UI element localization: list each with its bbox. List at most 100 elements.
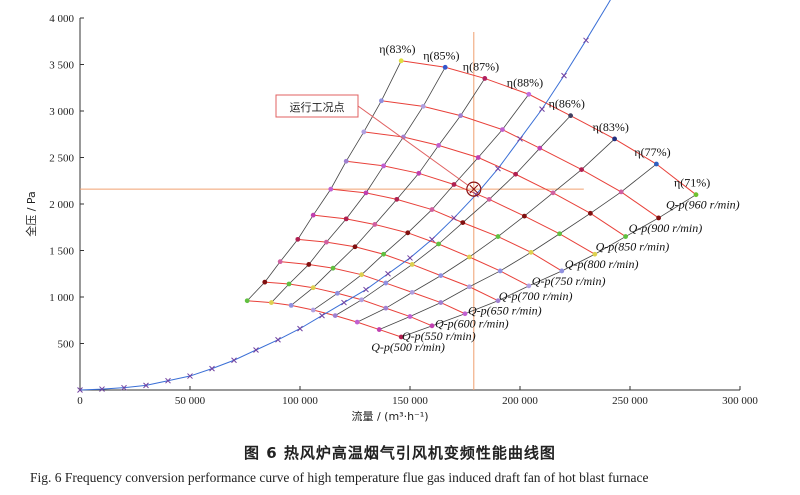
qp-marker xyxy=(324,239,329,245)
qp-marker xyxy=(497,268,503,274)
qp-marker xyxy=(588,210,593,216)
qp-marker xyxy=(436,143,441,148)
y-tick-label: 1 500 xyxy=(49,246,74,258)
system-curve-marker xyxy=(385,270,391,277)
qp-marker xyxy=(361,129,367,135)
qp-marker xyxy=(383,280,389,286)
operating-point-marker xyxy=(466,181,482,197)
efficiency-label: η(88%) xyxy=(507,75,543,89)
plot-area: 0 50 000 100 000 150 000 200 000 250 000 300 0… xyxy=(24,0,758,423)
qp-marker xyxy=(407,314,413,319)
qp-marker xyxy=(654,161,659,167)
qp-marker xyxy=(429,207,435,212)
qp-marker xyxy=(277,259,283,265)
x-tick-label: 0 xyxy=(77,395,83,407)
qp-marker xyxy=(451,182,457,187)
y-tick-label: 4 000 xyxy=(49,13,74,25)
qp-marker xyxy=(394,196,400,202)
qp-curve xyxy=(297,238,499,302)
operating-point-callout-line xyxy=(357,105,469,186)
operating-point-cross xyxy=(469,184,479,194)
qp-marker xyxy=(330,265,336,271)
efficiency-label: η(83%) xyxy=(593,120,629,134)
qp-marker xyxy=(332,313,338,318)
system-curve-marker xyxy=(517,136,523,142)
efficiency-curve xyxy=(357,138,615,323)
qp-curve xyxy=(264,281,433,327)
qp-marker xyxy=(537,145,543,151)
y-tick-label: 2 500 xyxy=(49,153,74,165)
x-tick-label: 200 000 xyxy=(502,395,538,407)
qp-curve-label: Q-p(850 r/min) xyxy=(596,240,670,254)
y-tick-label: 3 000 xyxy=(49,106,74,118)
qp-marker xyxy=(495,234,501,239)
qp-marker xyxy=(559,268,565,274)
qp-marker xyxy=(458,113,463,119)
qp-marker xyxy=(495,298,501,304)
qp-marker xyxy=(376,327,382,332)
x-tick-label: 250 000 xyxy=(612,395,648,407)
qp-marker xyxy=(420,103,426,109)
y-axis-label: 全压 / Pa xyxy=(24,191,38,237)
x-tick-label: 50 000 xyxy=(175,395,206,407)
system-curve-marker xyxy=(231,357,237,364)
efficiency-label: η(85%) xyxy=(423,48,459,62)
qp-marker xyxy=(310,307,316,313)
qp-marker xyxy=(526,91,532,97)
qp-marker xyxy=(693,192,699,198)
efficiency-label: η(86%) xyxy=(549,97,585,111)
x-axis-label: 流量 / (m³·h⁻¹) xyxy=(351,409,428,423)
qp-marker xyxy=(522,213,527,219)
qp-marker xyxy=(359,297,364,303)
qp-marker xyxy=(416,170,422,176)
efficiency-curve xyxy=(312,94,530,311)
qp-marker xyxy=(310,212,316,218)
system-resistance-curve xyxy=(79,0,611,391)
qp-marker xyxy=(528,249,534,255)
efficiency-label: η(87%) xyxy=(463,59,499,73)
qp-marker xyxy=(592,251,598,257)
qp-curve-label: Q-p(750 r/min) xyxy=(532,274,606,288)
qp-curve-label: Q-p(500 r/min) xyxy=(371,340,445,354)
efficiency-label: η(83%) xyxy=(379,42,415,56)
qp-marker xyxy=(409,262,415,267)
system-curve-marker xyxy=(297,325,303,332)
system-curve-marker xyxy=(341,299,347,306)
qp-curve-label: Q-p(600 r/min) xyxy=(435,317,509,331)
qp-curve xyxy=(363,131,626,237)
qp-curve xyxy=(346,160,596,255)
qp-marker xyxy=(372,222,378,227)
x-tick-label: 150 000 xyxy=(392,395,428,407)
qp-marker xyxy=(475,155,481,160)
qp-marker xyxy=(438,273,444,279)
qp-curve xyxy=(280,261,466,315)
qp-marker xyxy=(398,58,404,64)
qp-marker xyxy=(381,251,386,257)
qp-marker xyxy=(618,189,624,195)
operating-point-callout-label: 运行工况点 xyxy=(290,101,345,114)
qp-marker xyxy=(381,163,386,169)
system-curve-marker xyxy=(275,336,281,343)
system-curve-marker xyxy=(253,347,259,353)
y-tick-label: 2 000 xyxy=(49,199,74,211)
qp-marker xyxy=(409,289,415,295)
system-curve-marker xyxy=(561,72,567,79)
x-tick-label: 300 000 xyxy=(722,395,758,407)
qp-curve-label: Q-p(900 r/min) xyxy=(629,221,703,235)
system-curve-marker xyxy=(451,215,457,221)
qp-marker xyxy=(288,302,294,308)
y-tick-label: 1 000 xyxy=(49,292,74,304)
qp-marker xyxy=(526,283,532,289)
qp-marker xyxy=(467,284,472,290)
y-tick-label: 500 xyxy=(58,339,75,351)
qp-marker xyxy=(343,216,349,222)
qp-marker xyxy=(429,323,435,329)
efficiency-curve xyxy=(401,194,697,338)
efficiency-curve xyxy=(334,115,571,316)
qp-marker xyxy=(295,236,301,242)
qp-marker xyxy=(467,254,472,260)
qp-marker xyxy=(352,244,358,250)
qp-marker xyxy=(379,98,384,104)
system-curve-marker xyxy=(495,165,501,172)
qp-marker xyxy=(442,64,448,70)
